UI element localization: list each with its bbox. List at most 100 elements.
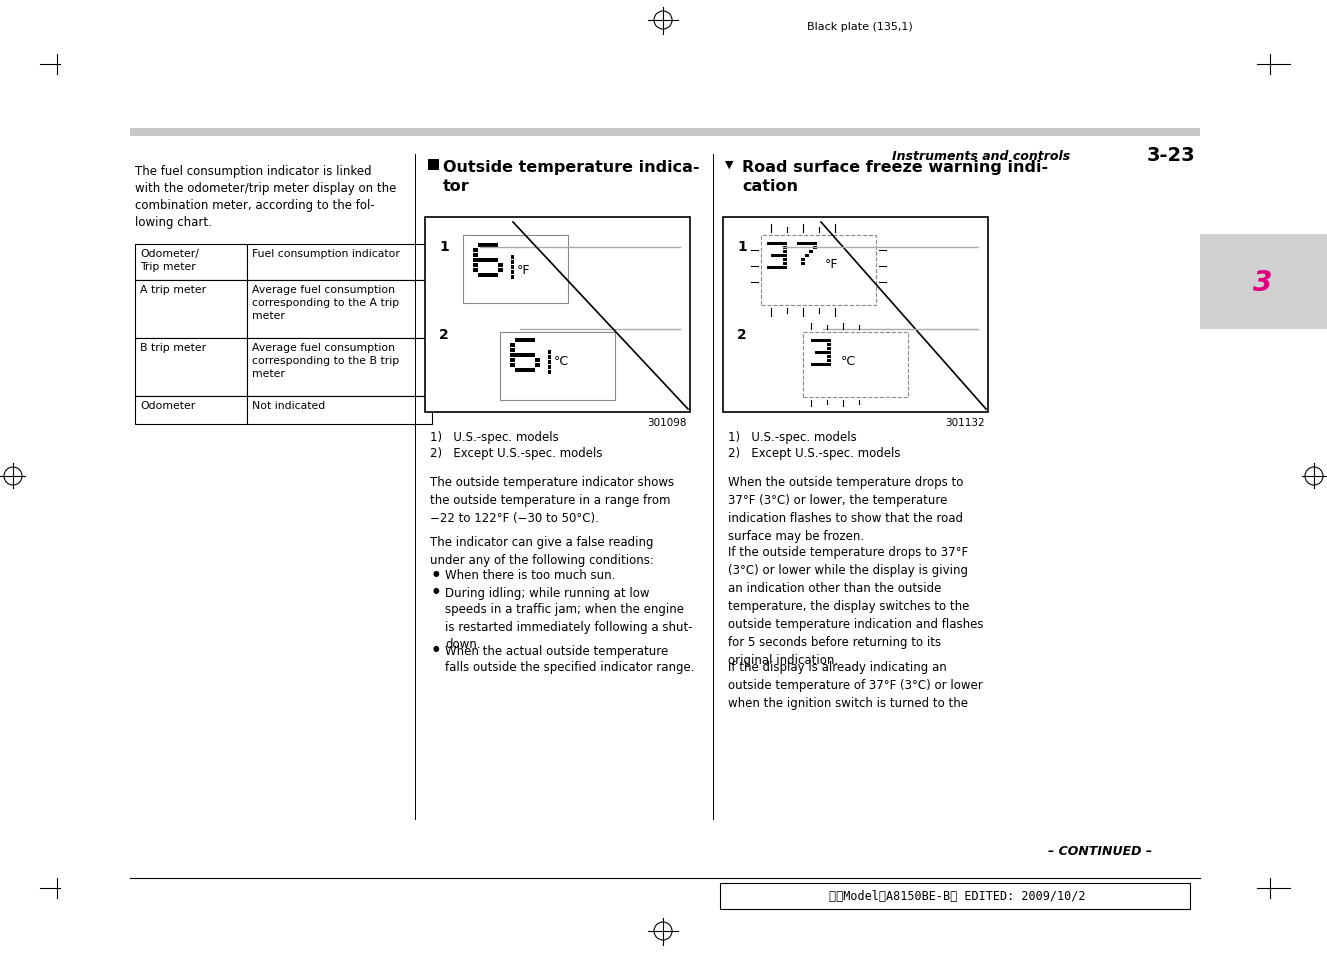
Bar	[783, 246, 787, 250]
Text: During idling; while running at low
speeds in a traffic jam; when the engine
is : During idling; while running at low spee…	[445, 586, 693, 650]
Text: The fuel consumption indicator is linked
with the odometer/trip meter display on: The fuel consumption indicator is linked…	[135, 165, 397, 229]
Bar	[721, 883, 1190, 909]
Text: If the display is already indicating an
outside temperature of 37°F (3°C) or low: If the display is already indicating an …	[729, 660, 983, 709]
Bar	[775, 266, 779, 270]
Bar	[135, 281, 247, 338]
Bar	[827, 363, 831, 367]
Bar	[802, 242, 804, 246]
Bar	[510, 343, 515, 348]
Bar	[783, 251, 787, 253]
Bar	[723, 218, 989, 413]
Text: ▼: ▼	[725, 160, 734, 170]
Bar	[520, 338, 524, 343]
Bar	[827, 359, 831, 363]
Bar	[815, 339, 819, 343]
Bar	[511, 271, 514, 274]
Bar	[805, 254, 808, 257]
Bar	[247, 338, 433, 396]
Bar	[819, 363, 823, 367]
Bar	[809, 242, 812, 246]
Bar	[767, 242, 771, 246]
Bar	[498, 263, 503, 268]
Text: Odometer: Odometer	[141, 400, 195, 411]
Bar	[535, 363, 540, 368]
Text: 3-23: 3-23	[1147, 146, 1196, 165]
Bar	[813, 246, 816, 250]
Bar	[815, 351, 819, 355]
Bar	[511, 275, 514, 280]
Bar	[510, 354, 515, 357]
Bar	[823, 339, 827, 343]
Text: Instruments and controls: Instruments and controls	[892, 150, 1070, 163]
Text: Average fuel consumption
corresponding to the B trip
meter: Average fuel consumption corresponding t…	[252, 343, 399, 378]
Text: 1: 1	[439, 240, 449, 253]
Bar	[823, 351, 827, 355]
Bar	[779, 254, 783, 257]
Bar	[498, 268, 503, 273]
Text: 2: 2	[736, 328, 747, 341]
Bar	[803, 333, 908, 397]
Bar	[478, 274, 483, 277]
Text: Fuel consumption indicator: Fuel consumption indicator	[252, 249, 399, 258]
Bar	[783, 254, 787, 257]
Bar	[819, 351, 823, 355]
Bar	[488, 274, 492, 277]
Text: ●: ●	[433, 644, 439, 653]
Bar	[760, 235, 876, 306]
Bar	[247, 281, 433, 338]
Bar	[811, 363, 815, 367]
Bar	[525, 368, 529, 373]
Text: Average fuel consumption
corresponding to the A trip
meter: Average fuel consumption corresponding t…	[252, 285, 399, 320]
Text: 301132: 301132	[945, 417, 985, 428]
Bar	[775, 254, 779, 257]
Text: ●: ●	[433, 586, 439, 595]
Bar	[515, 368, 519, 373]
Text: °C: °C	[841, 355, 856, 368]
Bar	[783, 266, 787, 270]
Bar	[429, 160, 439, 171]
Text: 1)   U.S.-spec. models: 1) U.S.-spec. models	[430, 431, 559, 443]
Bar	[767, 266, 771, 270]
Bar	[827, 347, 831, 351]
Text: 2)   Except U.S.-spec. models: 2) Except U.S.-spec. models	[430, 447, 602, 459]
Bar	[478, 258, 483, 263]
Bar	[535, 358, 540, 363]
Bar	[809, 251, 812, 253]
Text: A trip meter: A trip meter	[141, 285, 206, 294]
Bar	[775, 242, 779, 246]
Bar	[798, 242, 800, 246]
Bar	[510, 363, 515, 368]
Bar	[548, 366, 551, 370]
Text: °F: °F	[518, 264, 531, 276]
Bar	[130, 129, 1200, 137]
Text: 301098: 301098	[648, 417, 687, 428]
Bar	[827, 355, 831, 358]
Bar	[802, 262, 804, 266]
Text: Not indicated: Not indicated	[252, 400, 325, 411]
Bar	[525, 354, 529, 357]
Bar	[779, 266, 783, 270]
Text: 北米Model「A8150BE-B」 EDITED: 2009/10/2: 北米Model「A8150BE-B」 EDITED: 2009/10/2	[829, 889, 1085, 902]
Bar	[483, 243, 487, 248]
Bar	[425, 218, 690, 413]
Bar	[811, 339, 815, 343]
Bar	[494, 274, 498, 277]
Bar	[529, 368, 535, 373]
Bar	[488, 243, 492, 248]
Bar	[472, 258, 478, 263]
Bar	[511, 261, 514, 265]
Bar	[515, 338, 519, 343]
Text: °F: °F	[825, 257, 839, 271]
Bar	[520, 368, 524, 373]
Bar	[510, 348, 515, 353]
Text: – CONTINUED –: – CONTINUED –	[1048, 844, 1152, 857]
Text: The indicator can give a false reading
under any of the following conditions:: The indicator can give a false reading u…	[430, 536, 654, 566]
Bar	[483, 274, 487, 277]
Text: 3: 3	[1254, 269, 1273, 296]
Text: Road surface freeze warning indi-
cation: Road surface freeze warning indi- cation	[742, 160, 1048, 194]
Text: °C: °C	[553, 355, 569, 368]
Bar	[500, 333, 614, 400]
Bar	[548, 371, 551, 375]
Text: Outside temperature indica-
tor: Outside temperature indica- tor	[443, 160, 699, 194]
Bar	[548, 351, 551, 355]
